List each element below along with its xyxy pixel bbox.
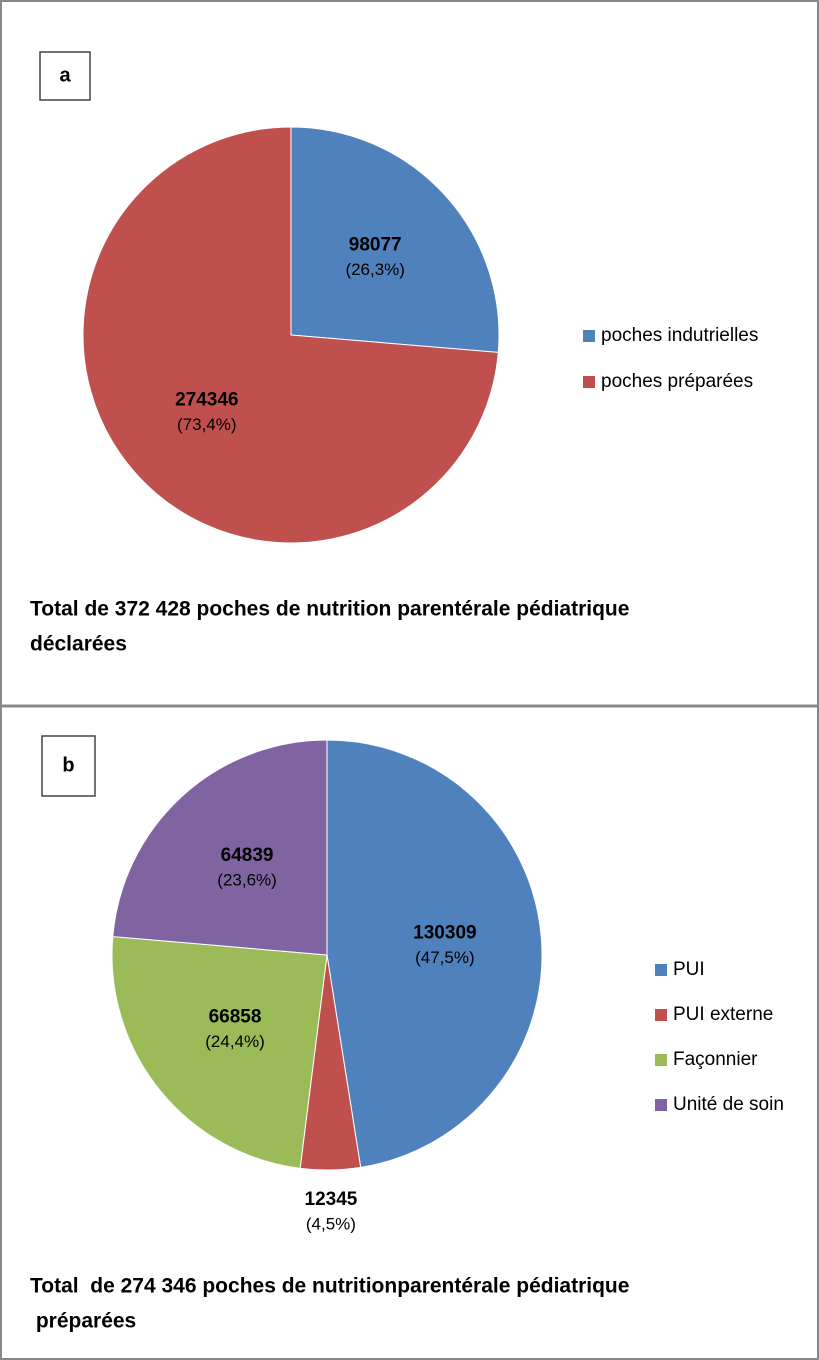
data-label: 98077	[349, 235, 402, 256]
legend-label: PUI externe	[673, 1004, 773, 1025]
data-label: 274346	[175, 389, 238, 410]
data-label: 12345	[305, 1189, 358, 1210]
caption: déclarées	[30, 633, 127, 656]
caption: préparées	[30, 1310, 136, 1333]
percent-label: (73,4%)	[177, 415, 237, 434]
panel-label: b	[62, 754, 74, 776]
legend-label: poches préparées	[601, 371, 753, 392]
legend-label: poches indutrielles	[601, 325, 758, 346]
data-label: 130309	[413, 923, 476, 944]
legend-swatch	[655, 964, 667, 976]
percent-label: (47,5%)	[415, 948, 475, 967]
pie-slice	[290, 126, 500, 353]
data-label: 64839	[221, 845, 274, 866]
caption: Total de 372 428 poches de nutrition par…	[30, 598, 629, 621]
legend-label: PUI	[673, 959, 705, 980]
legend-swatch	[655, 1054, 667, 1066]
percent-label: (24,4%)	[205, 1032, 265, 1051]
legend-swatch	[583, 376, 595, 388]
legend-swatch	[583, 330, 595, 342]
panel-label-box	[41, 735, 96, 797]
percent-label: (26,3%)	[345, 260, 405, 279]
caption: Total de 274 346 poches de nutritionpare…	[30, 1275, 629, 1298]
panel-label-box	[39, 51, 91, 101]
legend-swatch	[655, 1099, 667, 1111]
pie-slice	[112, 739, 328, 956]
percent-label: (4,5%)	[306, 1215, 356, 1234]
percent-label: (23,6%)	[217, 870, 277, 889]
legend-label: Façonnier	[673, 1049, 758, 1070]
legend-swatch	[655, 1009, 667, 1021]
pie-slice	[326, 739, 543, 1168]
data-label: 66858	[209, 1006, 262, 1027]
pie-slice	[82, 126, 499, 544]
panel-label: a	[59, 64, 71, 86]
pie-slice	[111, 936, 328, 1169]
legend-label: Unité de soin	[673, 1094, 784, 1115]
